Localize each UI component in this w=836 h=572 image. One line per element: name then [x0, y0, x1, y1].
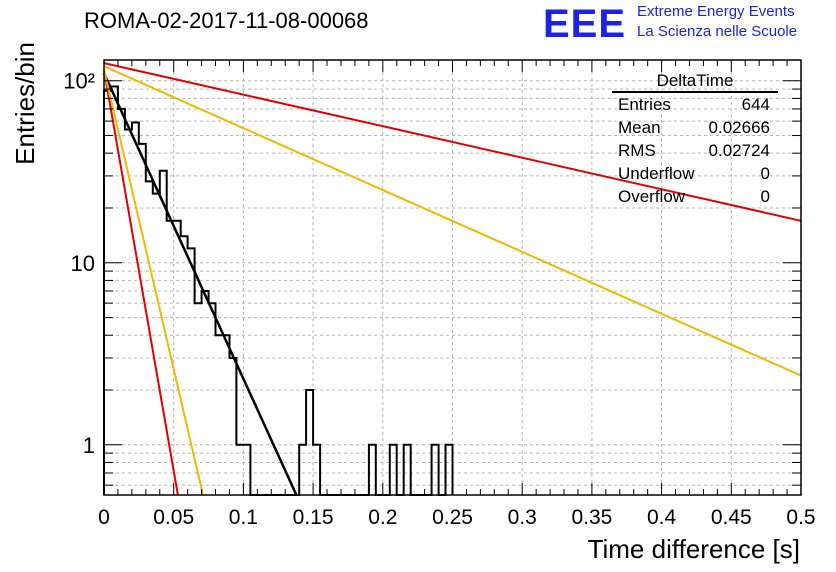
stats-value: 0.02724	[708, 141, 770, 160]
y-tick-label: 10²	[63, 69, 95, 94]
stats-value: 644	[741, 95, 770, 114]
stats-value: 0	[760, 164, 770, 183]
stats-row: Overflow 0	[612, 185, 778, 208]
stats-label: Mean	[618, 118, 661, 137]
series-line	[102, 72, 298, 496]
x-tick-label: 0.05	[153, 506, 194, 529]
x-tick-label: 0.45	[711, 506, 752, 529]
fit-lines	[102, 62, 802, 496]
stats-label: Overflow	[618, 187, 686, 206]
series-line	[103, 65, 802, 377]
x-tick-label: 0.35	[571, 506, 612, 529]
axis-ticks	[103, 60, 802, 495]
stats-box: DeltaTime Entries 644 Mean 0.02666 RMS 0…	[612, 70, 778, 208]
series-line	[103, 69, 179, 496]
y-tick-label: 10	[71, 251, 95, 276]
logo-line-2: La Scienza nelle Scuole	[637, 23, 798, 40]
stats-row: RMS 0.02724	[612, 139, 778, 162]
series-line	[103, 69, 204, 496]
x-tick-label: 0.15	[293, 506, 334, 529]
series-line	[103, 62, 802, 222]
x-tick-label: 0.25	[432, 506, 473, 529]
x-tick-label: 0.4	[647, 506, 677, 529]
stats-row: Entries 644	[612, 93, 778, 116]
x-tick-label: 0	[98, 506, 110, 529]
stats-label: Entries	[618, 95, 671, 114]
y-axis-label: Entries/bin	[10, 42, 40, 165]
x-axis-label: Time difference [s]	[588, 534, 800, 564]
logo-line-1: Extreme Energy Events	[637, 3, 795, 20]
eee-logo: EEE	[543, 2, 627, 46]
x-tick-label: 0.3	[508, 506, 537, 529]
y-tick-label: 1	[83, 433, 95, 458]
stats-row: Underflow 0	[612, 162, 778, 185]
x-tick-label: 0.5	[786, 506, 815, 529]
tick-labels: 0 0.05 0.1 0.15 0.2 0.25 0.3 0.35 0.4 0.45 0.5 1 10 1…	[63, 69, 815, 529]
stats-box-title: DeltaTime	[612, 70, 778, 93]
x-tick-label: 0.2	[368, 506, 397, 529]
stats-label: RMS	[618, 141, 656, 160]
stats-value: 0	[760, 187, 770, 206]
stats-label: Underflow	[618, 164, 695, 183]
stats-value: 0.02666	[708, 118, 770, 137]
chart-title: ROMA-02-2017-11-08-00068	[84, 8, 369, 33]
x-tick-label: 0.1	[229, 506, 258, 529]
stats-row: Mean 0.02666	[612, 116, 778, 139]
